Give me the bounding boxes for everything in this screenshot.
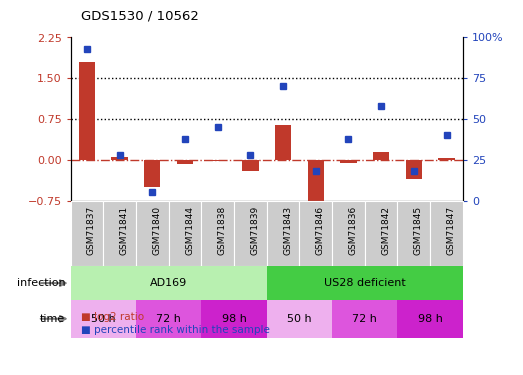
Bar	[267, 300, 332, 338]
Bar	[104, 201, 136, 266]
Text: GSM71845: GSM71845	[414, 206, 423, 255]
Bar	[168, 201, 201, 266]
Text: ■ percentile rank within the sample: ■ percentile rank within the sample	[81, 325, 270, 335]
Text: GDS1530 / 10562: GDS1530 / 10562	[81, 9, 199, 22]
Bar	[275, 124, 291, 160]
Bar	[430, 201, 463, 266]
Text: US28 deficient: US28 deficient	[324, 278, 406, 288]
Text: GSM71843: GSM71843	[283, 206, 292, 255]
Bar	[79, 62, 95, 160]
Text: 72 h: 72 h	[156, 314, 181, 324]
Bar	[340, 160, 357, 163]
Bar	[397, 201, 430, 266]
Bar	[267, 201, 299, 266]
Text: GSM71846: GSM71846	[316, 206, 325, 255]
Bar	[136, 201, 168, 266]
Bar	[332, 300, 397, 338]
Bar	[332, 201, 365, 266]
Bar	[111, 157, 128, 160]
Bar	[201, 300, 267, 338]
Bar	[308, 160, 324, 206]
Bar	[438, 158, 454, 160]
Bar	[136, 300, 201, 338]
Bar	[177, 160, 193, 164]
Text: ■ log2 ratio: ■ log2 ratio	[81, 312, 144, 322]
Text: 50 h: 50 h	[287, 314, 312, 324]
Bar	[201, 201, 234, 266]
Bar	[144, 160, 161, 187]
Bar	[397, 300, 463, 338]
Bar	[299, 201, 332, 266]
Text: time: time	[40, 314, 65, 324]
Bar	[242, 160, 258, 171]
Bar	[406, 160, 422, 179]
Bar	[71, 266, 267, 300]
Text: GSM71844: GSM71844	[185, 206, 194, 255]
Bar	[210, 160, 226, 162]
Text: GSM71837: GSM71837	[87, 206, 96, 255]
Text: 98 h: 98 h	[222, 314, 246, 324]
Text: GSM71836: GSM71836	[348, 206, 357, 255]
Bar	[234, 201, 267, 266]
Text: infection: infection	[17, 278, 65, 288]
Text: 98 h: 98 h	[418, 314, 442, 324]
Text: GSM71847: GSM71847	[447, 206, 456, 255]
Text: 72 h: 72 h	[353, 314, 377, 324]
Text: GSM71842: GSM71842	[381, 206, 390, 255]
Text: AD169: AD169	[150, 278, 187, 288]
Bar	[71, 201, 104, 266]
Text: GSM71838: GSM71838	[218, 206, 226, 255]
Bar	[71, 300, 136, 338]
Text: GSM71841: GSM71841	[120, 206, 129, 255]
Bar	[365, 201, 397, 266]
Text: 50 h: 50 h	[91, 314, 116, 324]
Text: GSM71840: GSM71840	[152, 206, 161, 255]
Text: GSM71839: GSM71839	[251, 206, 259, 255]
Bar	[267, 266, 463, 300]
Bar	[373, 152, 389, 160]
